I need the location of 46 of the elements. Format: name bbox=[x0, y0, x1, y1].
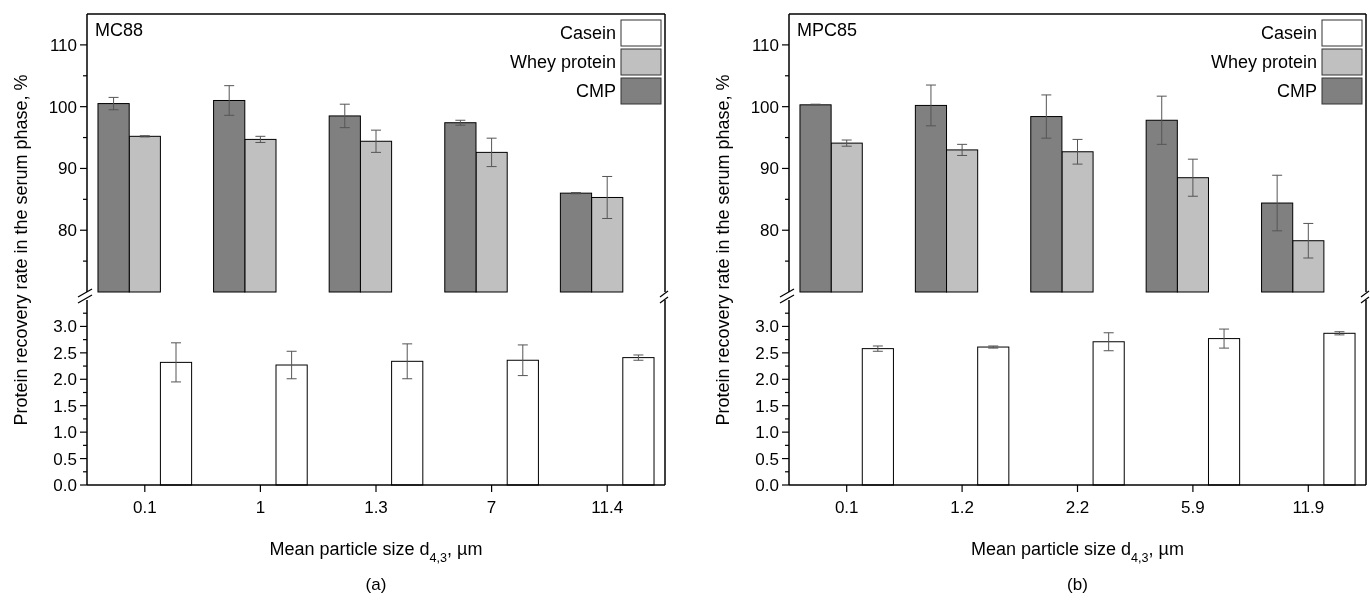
x-tick-label: 11.4 bbox=[591, 498, 624, 517]
y-tick-label: 0.5 bbox=[53, 449, 77, 469]
legend-label: Whey protein bbox=[509, 52, 616, 73]
y-tick-label: 2.5 bbox=[53, 343, 77, 363]
y-tick-label: 3.0 bbox=[755, 317, 779, 337]
legend-label: CMP bbox=[1277, 81, 1317, 102]
text: (b) bbox=[1067, 575, 1088, 594]
legend-label: Casein bbox=[559, 23, 616, 44]
y-tick-label: 0.0 bbox=[53, 475, 77, 495]
x-axis-title: Mean particle size d$_{4,3}$, µm bbox=[269, 539, 483, 565]
x-axis-title: Mean particle size d$_{4,3}$, µm bbox=[971, 539, 1184, 565]
x-tick-label: 0.1 bbox=[132, 498, 157, 517]
y-tick-label: 110 bbox=[49, 35, 77, 55]
legend-label: Casein bbox=[1260, 23, 1317, 44]
y-tick-label: 100 bbox=[750, 97, 779, 117]
x-tick-label: 7 bbox=[486, 498, 497, 517]
y-tick-label: 1.0 bbox=[755, 423, 779, 443]
y-tick-label: 80 bbox=[58, 221, 77, 241]
x-tick-label: 1.2 bbox=[950, 498, 974, 517]
y-tick-label: 1.5 bbox=[53, 396, 77, 416]
chart-title: MPC85 bbox=[797, 20, 858, 40]
chart-title: MC88 bbox=[95, 20, 144, 40]
y-tick-label: 2.5 bbox=[755, 343, 779, 363]
y-tick-label: 0.0 bbox=[755, 475, 779, 495]
x-tick-label: 1.3 bbox=[364, 498, 388, 517]
x-tick-label: 5.9 bbox=[1181, 498, 1205, 517]
legend-label: Whey protein bbox=[1210, 52, 1317, 73]
y-tick-label: 110 bbox=[751, 35, 779, 55]
y-tick-label: 2.0 bbox=[53, 370, 77, 390]
y-tick-label: 80 bbox=[760, 221, 779, 241]
x-tick-label: 2.2 bbox=[1065, 498, 1090, 517]
y-tick-label: 2.0 bbox=[755, 370, 779, 390]
x-tick-label: 11.9 bbox=[1292, 498, 1325, 517]
y-axis-title: Protein recovery rate in the serum phase, % bbox=[713, 74, 733, 426]
legend-label: CMP bbox=[576, 81, 616, 102]
y-tick-label: 3.0 bbox=[53, 317, 77, 337]
y-tick-label: 1.0 bbox=[53, 423, 77, 443]
y-axis-title: Protein recovery rate in the serum phase, % bbox=[11, 74, 31, 426]
y-tick-label: 90 bbox=[58, 159, 77, 179]
y-tick-label: 90 bbox=[760, 159, 779, 179]
y-tick-label: 100 bbox=[48, 97, 77, 117]
x-tick-label: 0.1 bbox=[834, 498, 859, 517]
text: (a) bbox=[365, 575, 387, 594]
y-tick-label: 0.5 bbox=[755, 449, 779, 469]
x-tick-label: 1 bbox=[255, 498, 266, 517]
y-tick-label: 1.5 bbox=[755, 396, 779, 416]
